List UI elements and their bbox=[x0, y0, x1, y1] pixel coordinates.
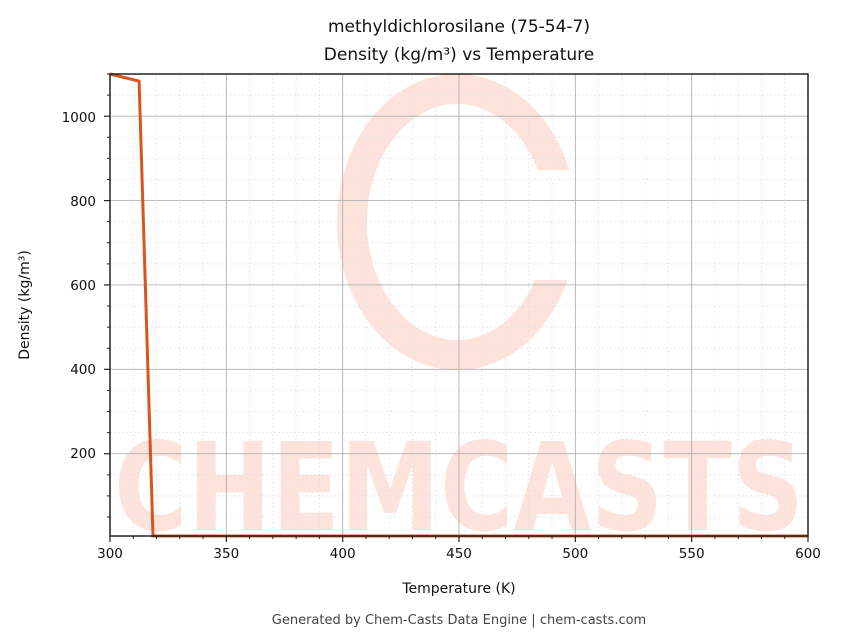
y-tick-labels: 200 400 600 800 1000 bbox=[62, 110, 96, 462]
x-tick-label: 500 bbox=[562, 546, 588, 562]
x-tick-label: 450 bbox=[446, 546, 472, 562]
x-tick-label: 550 bbox=[679, 546, 705, 562]
x-tick-label: 400 bbox=[330, 546, 356, 562]
x-axis-label: Temperature (K) bbox=[401, 581, 515, 597]
x-tick-label: 600 bbox=[795, 546, 821, 562]
y-axis-label: Density (kg/m³) bbox=[17, 250, 33, 360]
y-tick-label: 800 bbox=[70, 194, 96, 210]
grid-lines bbox=[109, 73, 809, 536]
x-tick-label: 350 bbox=[213, 546, 239, 562]
y-tick-label: 400 bbox=[70, 362, 96, 378]
y-tick-label: 600 bbox=[70, 278, 96, 294]
y-tick-label: 1000 bbox=[62, 110, 96, 126]
chart-subtitle: Density (kg/m³) vs Temperature bbox=[324, 45, 594, 65]
x-tick-labels: 300 350 400 450 500 550 600 bbox=[97, 546, 821, 562]
axis-ticks bbox=[104, 73, 809, 542]
footer-credit: Generated by Chem-Casts Data Engine | ch… bbox=[272, 613, 646, 628]
y-tick-label: 200 bbox=[70, 446, 96, 462]
chart-title: methyldichlorosilane (75-54-7) bbox=[328, 17, 590, 37]
x-tick-label: 300 bbox=[97, 546, 123, 562]
